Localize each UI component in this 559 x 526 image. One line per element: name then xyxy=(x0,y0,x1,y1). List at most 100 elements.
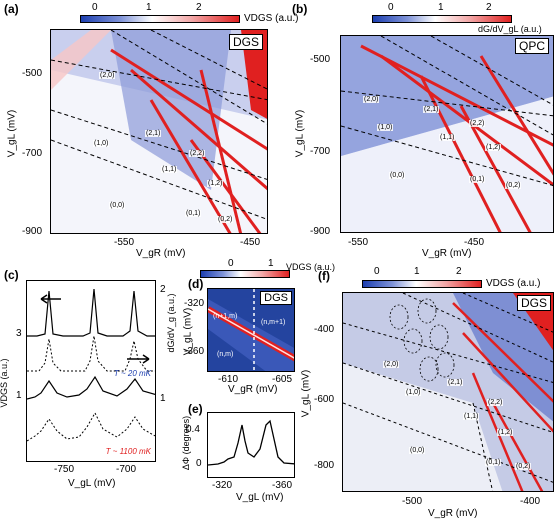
panel-a-xtick: -450 xyxy=(240,237,261,248)
panel-f-cbar-label: VDGS (a.u.) xyxy=(486,278,541,289)
panel-b-ytick: -700 xyxy=(310,146,331,157)
panel-c-trace-high-solid xyxy=(27,375,155,400)
panel-f-colorbar xyxy=(362,280,482,288)
panel-a-state: (0,1) xyxy=(185,210,202,217)
panel-c-traces xyxy=(27,288,155,442)
panel-e-ylabel: ΔΦ (degrees) xyxy=(181,415,191,471)
panel-d-xtick: -605 xyxy=(272,374,293,385)
panel-b-xtick: -450 xyxy=(464,237,485,248)
panel-d-cbar-label: VDGS (a.u.) xyxy=(286,262,336,272)
panel-f-cbar-tick-0: 0 xyxy=(374,266,380,277)
panel-e-plot xyxy=(207,412,295,478)
panel-c-right-tick: 2 xyxy=(160,284,166,295)
panel-b-cbar-tick-0: 0 xyxy=(388,2,394,13)
panel-b-plot: QPC (2,0) (1,0) (0,0) (2,1) (1,1) (2,2) … xyxy=(340,35,554,233)
panel-a-ytick: -500 xyxy=(22,68,43,79)
panel-e-letter: (e) xyxy=(188,402,203,416)
panel-b-tag: QPC xyxy=(514,38,549,54)
panel-c-xtick: -700 xyxy=(116,464,137,475)
panel-d-xtick: -610 xyxy=(218,374,239,385)
panel-f-cbar-tick-2: 2 xyxy=(456,266,462,277)
panel-f-state: (0,0) xyxy=(409,447,426,454)
panel-f-map xyxy=(343,293,553,491)
panel-b-state: (2,1) xyxy=(423,106,440,113)
panel-a-cbar-tick-1: 1 xyxy=(146,2,152,13)
panel-b-state: (0,2) xyxy=(505,182,522,189)
panel-c-xtick: -750 xyxy=(54,464,75,475)
panel-f-state: (2,0) xyxy=(383,361,400,368)
panel-e-trace xyxy=(208,419,294,466)
panel-d-ylabel: V_gL (mV) xyxy=(182,307,194,356)
panel-c-temp-high: T ~ 1100 mK xyxy=(105,447,151,456)
panel-a-letter: (a) xyxy=(4,2,19,16)
panel-f-ytick: -400 xyxy=(314,324,335,335)
panel-b-state: (0,0) xyxy=(389,172,406,179)
panel-f-cbar-tick-1: 1 xyxy=(414,266,420,277)
panel-c-trace-high-dashed xyxy=(27,411,155,442)
panel-d-ytick: -360 xyxy=(184,346,205,357)
panel-e-xtick: -360 xyxy=(272,480,293,491)
panel-c-left-label: VDGS (a.u.) xyxy=(0,358,9,408)
panel-d-map xyxy=(208,289,294,371)
panel-f-ytick: -800 xyxy=(314,460,335,471)
panel-b-cbar-label: dG/dV_gL (a.u.) xyxy=(478,24,542,34)
panel-b-ytick: -500 xyxy=(310,54,331,65)
panel-e-ytick: 0 xyxy=(196,458,202,469)
panel-f-state: (1,1) xyxy=(463,413,480,420)
panel-a-state: (1,1) xyxy=(161,166,178,173)
panel-c-right-label: dG/dV_g (a.u.) xyxy=(166,293,176,353)
panel-a-ylabel: V_gL (mV) xyxy=(6,109,18,158)
panel-a-state: (1,0) xyxy=(93,140,110,147)
panel-c-left-arrow xyxy=(40,294,61,304)
panel-b-state: (2,0) xyxy=(363,96,380,103)
panel-e-xlabel: V_gL (mV) xyxy=(236,492,284,503)
panel-b-letter: (b) xyxy=(292,2,308,16)
panel-f-xtick: -500 xyxy=(402,496,423,507)
panel-f-letter: (f) xyxy=(318,269,330,283)
panel-d-xlabel: V_gR (mV) xyxy=(228,384,278,395)
panel-b-xlabel: V_gR (mV) xyxy=(422,248,472,259)
panel-c-right-tick: 1 xyxy=(160,393,166,404)
panel-c-right-arrow xyxy=(127,354,150,364)
panel-b-colorbar xyxy=(372,15,512,23)
panel-b-state: (2,2) xyxy=(469,120,486,127)
panel-a-xlabel: V_gR (mV) xyxy=(136,248,186,259)
panel-c-left-tick: 1 xyxy=(16,390,22,401)
panel-f-state: (2,1) xyxy=(447,379,464,386)
panel-b-state: (0,1) xyxy=(469,176,486,183)
panel-d-cbar-tick-1: 1 xyxy=(268,258,274,269)
panel-a-cbar-label: VDGS (a.u.) xyxy=(244,13,299,24)
panel-a-cbar-tick-0: 0 xyxy=(92,2,98,13)
panel-a-state: (2,2) xyxy=(189,150,206,157)
panel-e-ytick: 0.4 xyxy=(186,424,200,435)
panel-d-plot: DGS (n+1,m) (n,m+1) (n,m) xyxy=(207,288,295,372)
panel-c-letter: (c) xyxy=(4,268,19,282)
panel-d-letter: (d) xyxy=(188,277,204,291)
panel-f-state: (1,2) xyxy=(497,429,514,436)
panel-f-state: (0,1) xyxy=(485,459,502,466)
panel-c-temp-low: T ~ 20 mK xyxy=(113,369,151,378)
panel-e-xtick: -320 xyxy=(212,480,233,491)
panel-f-xtick: -400 xyxy=(520,496,541,507)
panel-c-plot: T ~ 20 mK T ~ 1100 mK xyxy=(26,280,156,462)
panel-a-state: (1,2) xyxy=(207,180,224,187)
panel-a-state: (2,0) xyxy=(99,72,116,79)
panel-b-cbar-tick-1: 1 xyxy=(438,2,444,13)
panel-d-state: (n,m) xyxy=(217,351,234,358)
panel-d-cbar-tick-0: 0 xyxy=(228,258,234,269)
panel-f-xlabel: V_gR (mV) xyxy=(428,508,478,519)
panel-a-state: (0,2) xyxy=(217,216,234,223)
panel-b-xtick: -550 xyxy=(348,237,369,248)
panel-a-colorbar xyxy=(80,15,240,23)
panel-b-map xyxy=(341,36,553,232)
panel-a-ytick: -900 xyxy=(22,226,43,237)
panel-f-state: (1,0) xyxy=(405,389,422,396)
panel-f-plot: DGS (2,0) (1,0) (0,0) (2,1) (1,1) (2,2) … xyxy=(342,292,554,492)
panel-d-ytick: -320 xyxy=(184,298,205,309)
panel-a-tag: DGS xyxy=(228,34,263,50)
panel-f-state: (2,2) xyxy=(487,399,504,406)
panel-a-state: (0,0) xyxy=(109,202,126,209)
panel-c-xlabel: V_gL (mV) xyxy=(68,478,116,489)
panel-a-state: (2,1) xyxy=(145,130,162,137)
panel-f-tag: DGS xyxy=(516,295,551,311)
